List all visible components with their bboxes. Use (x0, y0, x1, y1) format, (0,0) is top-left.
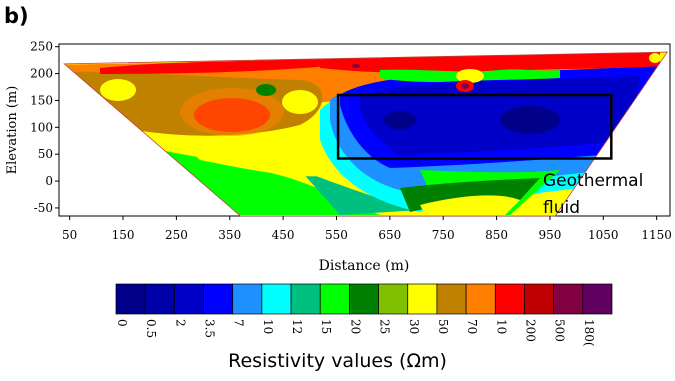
y-tick-label: 250 (30, 40, 53, 54)
colorbar-swatch (494, 283, 525, 315)
x-axis: 50 150 250 350 450 550 650 750 850 950 1050 1150 (62, 216, 672, 242)
colorbar-swatch (407, 283, 438, 315)
colorbar-swatch (115, 283, 146, 315)
colorbar-label: 7 (232, 319, 246, 327)
x-tick-label: 850 (485, 228, 508, 242)
y-tick-label: 200 (30, 67, 53, 81)
blob-navy-1 (384, 111, 416, 129)
colorbar-swatch (174, 283, 204, 315)
blob-orange-left (180, 88, 284, 136)
colorbar-label: 2 (173, 319, 187, 327)
y-tick-label: -50 (34, 201, 53, 215)
band-red-top (100, 58, 330, 74)
y-axis-label: Elevation (m) (5, 86, 20, 175)
colorbar-label: 3.5 (203, 319, 217, 338)
colorbar-swatch (290, 283, 321, 315)
colorbar-swatch (232, 283, 263, 315)
colorbar-swatch (349, 283, 379, 315)
geothermal-box (336, 93, 613, 160)
blob-green-mid (256, 84, 276, 96)
blob-yellow-mid (282, 90, 318, 114)
x-tick-label: 50 (62, 228, 77, 242)
blob-yellow-surface (456, 69, 484, 83)
blob-maroon-surface (461, 83, 469, 89)
colorbar-label: 70 (465, 319, 479, 334)
colorbar-label: 180( (582, 319, 596, 347)
x-tick-label: 950 (538, 228, 561, 242)
band-lower-teal (300, 170, 420, 215)
blob-yellow-left (100, 79, 136, 101)
annotation-line-2: fluid (543, 198, 580, 218)
x-tick-label: 650 (378, 228, 401, 242)
band-yellow-low (180, 140, 330, 177)
geothermal-annotation: Geothermal fluid (543, 168, 643, 222)
colorbar-label: 10 (261, 319, 275, 334)
y-tick-label: 100 (30, 120, 53, 134)
x-tick-label: 250 (165, 228, 188, 242)
colorbar-label: 20 (348, 319, 362, 334)
colorbar-swatch (144, 283, 175, 315)
colorbar: 0 0.5 2 3.5 7 10 12 15 20 25 30 50 70 10 200 500 180( (115, 283, 613, 347)
colorbar-swatch (436, 283, 467, 315)
band-yellow-bottom-right (420, 195, 520, 215)
y-axis: 250 200 150 100 50 0 -50 (30, 40, 59, 215)
y-tick-label: 50 (38, 147, 53, 161)
colorbar-label: 25 (378, 319, 392, 334)
x-tick-label: 1050 (588, 228, 619, 242)
blob-navy-2 (500, 106, 560, 134)
colorbar-swatch (553, 283, 584, 315)
colorbar-swatch (582, 283, 613, 315)
colorbar-label: 50 (436, 319, 450, 334)
colorbar-swatch (203, 283, 234, 315)
x-tick-label: 550 (325, 228, 348, 242)
colorbar-swatch (378, 283, 409, 315)
x-tick-label: 1150 (641, 228, 672, 242)
x-tick-label: 450 (272, 228, 295, 242)
colorbar-swatch (524, 283, 554, 315)
colorbar-label: 0.5 (144, 319, 158, 338)
colorbar-swatch (319, 283, 350, 315)
colorbar-label: 10 (494, 319, 508, 334)
y-tick-label: 150 (30, 93, 53, 107)
colorbar-label: 15 (319, 319, 333, 334)
colorbar-swatch (465, 283, 496, 315)
colorbar-label: 500 (553, 319, 567, 342)
colorbar-swatch (261, 283, 292, 315)
x-tick-label: 150 (112, 228, 135, 242)
colorbar-label: 0 (115, 319, 129, 327)
section-outline (63, 51, 669, 217)
colorbar-label: 30 (407, 319, 421, 334)
colorbar-title: Resistivity values (Ωm) (228, 350, 447, 372)
y-tick-label: 0 (45, 174, 53, 188)
colorbar-label: 200 (523, 319, 537, 342)
blob-yellow-right-edge (649, 53, 661, 63)
x-axis-label: Distance (m) (319, 258, 410, 274)
annotation-line-1: Geothermal (543, 171, 644, 191)
colorbar-label: 12 (290, 319, 304, 334)
x-tick-label: 350 (218, 228, 241, 242)
panel-label: b) (4, 4, 29, 28)
blob-maroon-top (352, 64, 360, 68)
x-tick-label: 750 (432, 228, 455, 242)
